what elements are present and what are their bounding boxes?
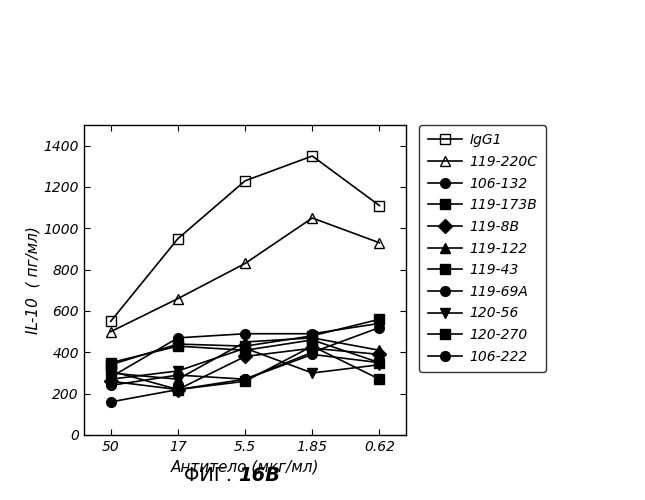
106-222 — [308, 352, 316, 358]
Line: 119-43: 119-43 — [106, 335, 384, 368]
119-8B — [107, 378, 115, 384]
120-56 — [107, 376, 115, 382]
Line: 120-270: 120-270 — [106, 342, 384, 394]
119-69A — [174, 372, 182, 378]
119-43 — [308, 337, 316, 343]
119-173B — [174, 341, 182, 347]
119-220C — [107, 328, 115, 334]
119-220C — [308, 215, 316, 221]
106-222 — [375, 360, 383, 366]
Line: 119-8B: 119-8B — [106, 344, 384, 394]
119-220C — [241, 260, 249, 266]
106-222 — [107, 399, 115, 405]
Text: 16В: 16В — [239, 466, 281, 485]
119-43 — [107, 360, 115, 366]
Line: 106-222: 106-222 — [106, 350, 384, 407]
119-173B — [375, 316, 383, 322]
Line: IgG1: IgG1 — [106, 151, 384, 326]
119-122 — [308, 335, 316, 341]
Legend: IgG1, 119-220C, 106-132, 119-173B, 119-8B, 119-122, 119-43, 119-69A, 120-56, 120: IgG1, 119-220C, 106-132, 119-173B, 119-8… — [419, 125, 546, 372]
119-220C — [174, 296, 182, 302]
119-69A — [308, 350, 316, 356]
119-43 — [241, 348, 249, 354]
119-220C — [375, 240, 383, 246]
120-270 — [308, 343, 316, 349]
Line: 119-69A: 119-69A — [106, 322, 384, 390]
Line: 119-173B: 119-173B — [106, 314, 384, 370]
120-56 — [308, 370, 316, 376]
IgG1 — [107, 318, 115, 324]
119-43 — [174, 343, 182, 349]
IgG1 — [375, 202, 383, 208]
106-222 — [241, 376, 249, 382]
IgG1 — [241, 178, 249, 184]
Line: 106-132: 106-132 — [106, 318, 384, 382]
Line: 120-56: 120-56 — [106, 344, 384, 384]
106-132 — [308, 330, 316, 336]
106-222 — [174, 386, 182, 392]
119-173B — [241, 343, 249, 349]
Y-axis label: IL-10  ( пг/мл): IL-10 ( пг/мл) — [26, 226, 41, 334]
120-56 — [241, 345, 249, 351]
119-173B — [107, 362, 115, 368]
106-132 — [107, 374, 115, 380]
119-122 — [375, 348, 383, 354]
119-69A — [107, 382, 115, 388]
119-8B — [174, 386, 182, 392]
119-69A — [375, 324, 383, 330]
IgG1 — [174, 236, 182, 242]
Line: 119-220C: 119-220C — [106, 213, 384, 336]
120-270 — [241, 378, 249, 384]
Line: 119-122: 119-122 — [106, 333, 384, 384]
119-122 — [241, 339, 249, 345]
119-8B — [375, 352, 383, 358]
120-270 — [375, 376, 383, 382]
IgG1 — [308, 153, 316, 159]
120-56 — [174, 368, 182, 374]
119-122 — [174, 376, 182, 382]
119-8B — [241, 354, 249, 360]
120-270 — [107, 368, 115, 374]
119-43 — [375, 360, 383, 366]
119-122 — [107, 370, 115, 376]
120-270 — [174, 386, 182, 392]
106-132 — [174, 335, 182, 341]
106-132 — [375, 320, 383, 326]
106-132 — [241, 330, 249, 336]
119-173B — [308, 333, 316, 339]
Text: ΦИГ.: ΦИГ. — [184, 466, 239, 485]
X-axis label: Антитело (мкг/мл): Антитело (мкг/мл) — [171, 460, 319, 474]
119-69A — [241, 376, 249, 382]
119-8B — [308, 345, 316, 351]
120-56 — [375, 362, 383, 368]
